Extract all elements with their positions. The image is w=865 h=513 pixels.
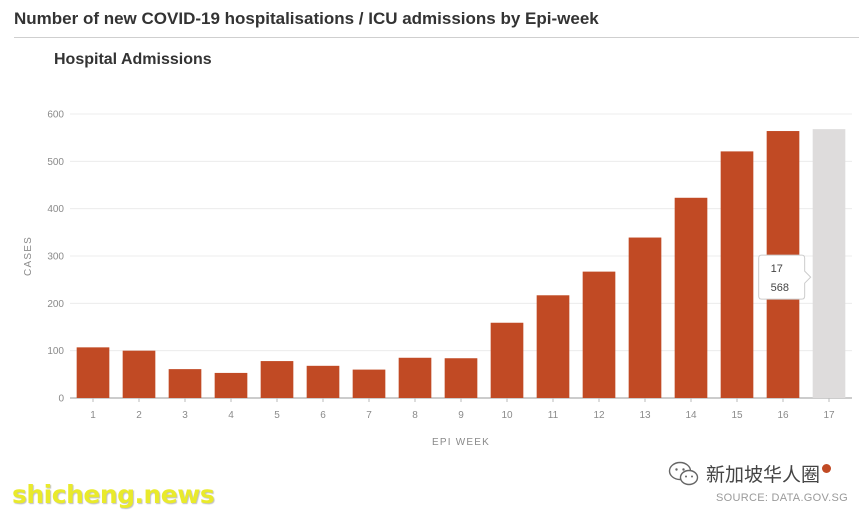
bar-week-10[interactable] <box>490 322 524 398</box>
x-tick-label: 15 <box>731 410 743 421</box>
x-tick-label: 7 <box>366 410 372 421</box>
bar-week-17[interactable] <box>812 129 846 398</box>
x-tick-label: 12 <box>593 410 605 421</box>
y-tick-label: 400 <box>47 204 64 215</box>
x-tick-label: 3 <box>182 410 188 421</box>
bar-week-11[interactable] <box>536 295 570 398</box>
y-axis-label: CASES <box>23 236 34 276</box>
tooltip-category: 17 <box>771 263 783 275</box>
chart-title: Hospital Admissions <box>54 51 212 68</box>
x-tick-label: 8 <box>412 410 418 421</box>
bar-week-1[interactable] <box>76 347 110 398</box>
bar-week-3[interactable] <box>168 369 202 398</box>
bar-week-8[interactable] <box>398 357 432 398</box>
x-tick-label: 14 <box>685 410 697 421</box>
y-tick-label: 500 <box>47 157 64 168</box>
x-tick-label: 10 <box>501 410 513 421</box>
bars <box>76 129 846 399</box>
y-axis-ticks: 0 100 200 300 400 500 600 <box>47 110 64 405</box>
x-tick-label: 6 <box>320 410 326 421</box>
title-divider <box>14 37 859 38</box>
tooltip-value: 568 <box>771 282 789 294</box>
page-title: Number of new COVID-19 hospitalisations … <box>14 9 599 28</box>
watermark: shicheng.news <box>12 480 215 509</box>
x-tick-label: 9 <box>458 410 464 421</box>
x-axis-ticks: 1 2 3 4 5 6 7 8 9 10 11 12 13 14 15 16 17 <box>90 398 835 421</box>
x-tick-label: 16 <box>777 410 789 421</box>
x-tick-label: 2 <box>136 410 142 421</box>
bar-week-6[interactable] <box>306 365 340 398</box>
bar-week-13[interactable] <box>628 237 662 398</box>
wechat-icon <box>668 461 700 487</box>
y-tick-label: 200 <box>47 299 64 310</box>
x-tick-label: 5 <box>274 410 280 421</box>
tooltip: 17 568 <box>758 254 812 300</box>
y-tick-label: 300 <box>47 252 64 263</box>
brand-name: 新加坡华人圈 <box>706 464 821 486</box>
x-axis-label: EPI WEEK <box>432 437 490 448</box>
x-tick-label: 1 <box>90 410 96 421</box>
x-tick-label: 17 <box>823 410 835 421</box>
x-tick-label: 13 <box>639 410 651 421</box>
brand-dot <box>822 464 832 473</box>
y-tick-label: 600 <box>47 110 64 121</box>
bar-week-14[interactable] <box>674 197 708 398</box>
bar-week-15[interactable] <box>720 151 754 398</box>
bar-week-12[interactable] <box>582 271 616 398</box>
x-tick-label: 11 <box>548 410 559 421</box>
bar-week-5[interactable] <box>260 361 294 398</box>
bar-week-2[interactable] <box>122 350 156 398</box>
x-tick-label: 4 <box>228 410 234 421</box>
y-tick-label: 0 <box>58 394 64 405</box>
tooltip-box <box>758 254 812 300</box>
bar-week-4[interactable] <box>214 372 248 398</box>
wechat-brand: 新加坡华人圈 <box>668 460 832 487</box>
bar-week-7[interactable] <box>352 369 386 398</box>
y-tick-label: 100 <box>47 346 64 357</box>
bar-week-9[interactable] <box>444 358 478 398</box>
source-note: SOURCE: DATA.GOV.SG <box>715 492 848 504</box>
